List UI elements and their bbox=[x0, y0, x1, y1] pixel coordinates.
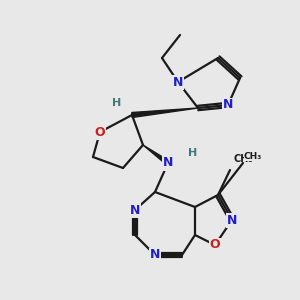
Text: CH₃: CH₃ bbox=[244, 152, 262, 161]
Text: CH₃: CH₃ bbox=[233, 154, 253, 164]
Text: N: N bbox=[223, 98, 233, 112]
Text: H: H bbox=[112, 98, 122, 108]
Text: N: N bbox=[173, 76, 183, 88]
Text: N: N bbox=[130, 203, 140, 217]
Text: H: H bbox=[188, 148, 198, 158]
Text: O: O bbox=[210, 238, 220, 251]
Text: N: N bbox=[227, 214, 237, 226]
Polygon shape bbox=[143, 145, 169, 165]
Polygon shape bbox=[132, 108, 198, 118]
Text: O: O bbox=[95, 125, 105, 139]
Text: N: N bbox=[163, 157, 173, 169]
Text: N: N bbox=[150, 248, 160, 262]
